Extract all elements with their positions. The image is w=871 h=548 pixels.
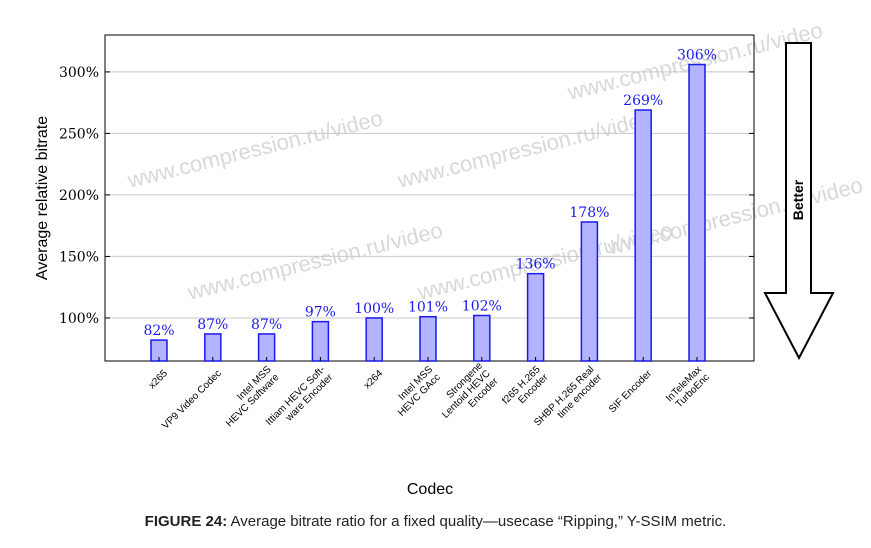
x-category-label: x264 [362, 368, 385, 391]
caption-label: FIGURE 24: [144, 513, 228, 530]
bar [204, 333, 222, 362]
bar [580, 221, 599, 362]
y-axis-title: Average relative bitrate [34, 116, 51, 280]
figure-caption: FIGURE 24: Average bitrate ratio for a f… [0, 513, 871, 530]
down-arrow-icon [763, 42, 835, 361]
x-category-label-line: x265 [147, 368, 170, 391]
bar [473, 314, 491, 362]
x-category-label: SIF Encoder [607, 368, 655, 416]
x-category-label-line: VP9 Video Codec [160, 368, 223, 431]
bar-value-label: 87% [251, 317, 282, 333]
y-axis-ticks: 100% 150% 200% 250% 300% [59, 65, 754, 327]
y-tick-label: 150% [59, 249, 99, 265]
y-tick-label: 300% [59, 65, 99, 81]
better-label: Better [790, 179, 806, 220]
bar-value-label: 102% [462, 298, 502, 314]
x-category-label: VP9 Video Codec [160, 368, 223, 431]
bar [526, 272, 545, 362]
bar-value-label: 97% [305, 305, 336, 321]
x-category-label: InTeleMaxTurboEnc [664, 364, 712, 412]
bar-value-label: 87% [197, 317, 228, 333]
x-axis-title: Codec [407, 481, 453, 498]
bar-value-label: 100% [354, 301, 394, 317]
bar-value-label: 136% [516, 257, 556, 273]
x-category-label: x265 [147, 368, 170, 391]
y-tick-label: 250% [59, 126, 99, 142]
x-category-label-line: x264 [362, 368, 385, 391]
bar [365, 317, 383, 362]
caption-text: Average bitrate ratio for a fixed qualit… [227, 513, 727, 530]
bar [257, 333, 276, 362]
watermark-text: www.compression.ru/video [124, 105, 385, 193]
x-category-label: StrongeneLentoid HEVCEncoder [432, 360, 501, 429]
bar [634, 109, 652, 362]
bar-value-label: 269% [623, 93, 663, 109]
bar [311, 320, 330, 362]
y-tick-label: 100% [59, 311, 99, 327]
watermark-text: www.compression.ru/video [184, 217, 445, 305]
x-category-label-line: SIF Encoder [607, 368, 655, 416]
bar-value-label: 178% [569, 205, 609, 221]
x-category-label: Intel MSSHEVC GAcc [388, 364, 443, 419]
bar [419, 315, 437, 362]
bar-value-label: 101% [408, 300, 448, 316]
y-tick-label: 200% [59, 188, 99, 204]
bars: 82% 87% 87% 97% 100% 101% 102% 136% 178% 269% 306% [143, 48, 717, 362]
watermark-text: www.compression.ru/video [394, 105, 655, 193]
better-arrow: Better [763, 42, 835, 361]
x-category-label: f265 H.265Encoder [500, 364, 551, 415]
bar [688, 63, 706, 362]
bar-value-label: 82% [143, 323, 174, 339]
bar-value-label: 306% [677, 48, 717, 64]
